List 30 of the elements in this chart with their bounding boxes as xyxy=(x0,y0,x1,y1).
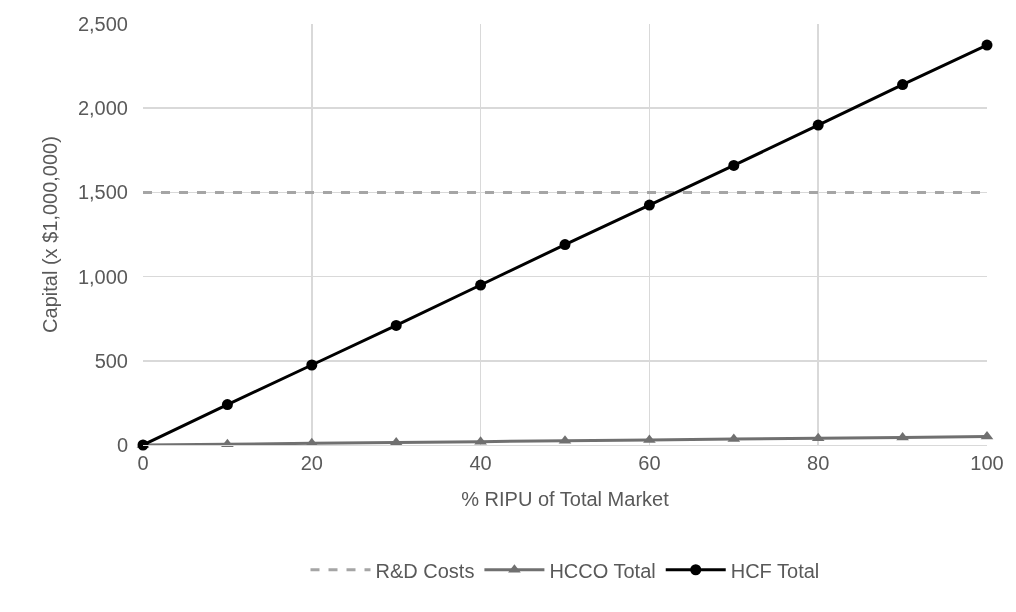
point xyxy=(897,79,909,91)
y-tick-label: 500 xyxy=(94,349,128,372)
y-tick-label: 1,000 xyxy=(77,265,128,288)
point xyxy=(811,432,825,442)
point xyxy=(812,119,824,131)
x-tick-label: 40 xyxy=(469,452,492,474)
point xyxy=(306,359,318,371)
x-axis-title: % RIPU of Total Market xyxy=(461,487,670,510)
legend-label: R&D Costs xyxy=(375,559,475,582)
legend-label: HCF Total xyxy=(730,559,820,582)
y-tick-label: 2,500 xyxy=(77,13,128,35)
point xyxy=(896,431,909,441)
point xyxy=(390,319,402,331)
point xyxy=(559,239,571,251)
point xyxy=(981,39,993,51)
y-tick-label: 0 xyxy=(116,434,128,456)
point xyxy=(643,199,655,211)
point xyxy=(475,279,487,291)
y-axis-title: Capital (x $1,000,000) xyxy=(39,136,62,333)
point xyxy=(221,399,233,411)
x-tick-label: 20 xyxy=(300,452,323,474)
point xyxy=(389,436,403,446)
point xyxy=(728,159,740,171)
y-tick-label: 1,500 xyxy=(77,181,128,204)
legend-label: HCCO Total xyxy=(549,559,656,582)
x-tick-label: 60 xyxy=(638,452,661,474)
x-tick-label: 0 xyxy=(137,452,149,474)
x-tick-label: 80 xyxy=(807,452,830,474)
y-tick-label: 2,000 xyxy=(77,97,128,120)
x-tick-label: 100 xyxy=(970,452,1004,474)
